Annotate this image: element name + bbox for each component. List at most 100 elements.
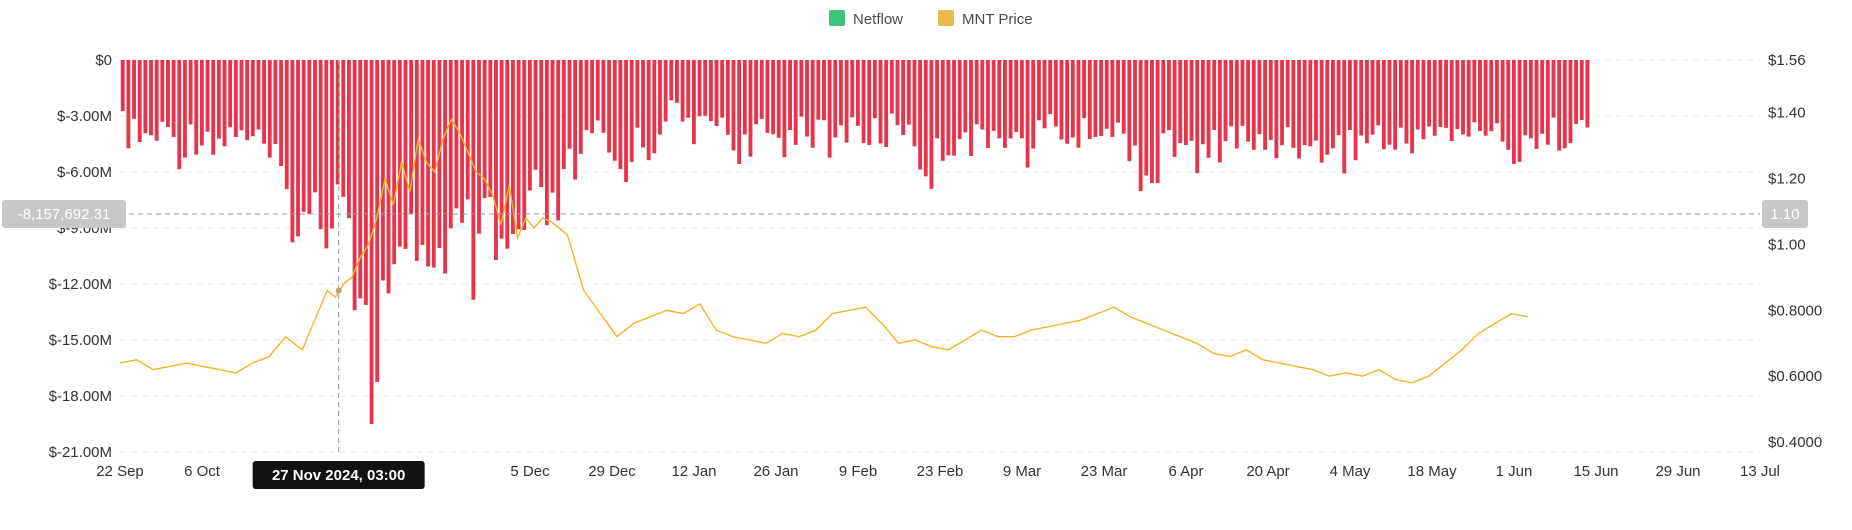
netflow-bar (782, 60, 787, 158)
legend-item-mnt-price[interactable]: MNT Price (938, 10, 1033, 28)
netflow-bar (448, 60, 453, 229)
netflow-bar (788, 60, 792, 131)
crosshair-netflow-label-box (2, 200, 126, 228)
netflow-bar (731, 60, 736, 151)
netflow-bar (839, 60, 843, 126)
netflow-bar (137, 60, 142, 142)
netflow-bar (1511, 60, 1516, 164)
netflow-bar (1212, 60, 1217, 130)
x-axis-tick-label: 5 Dec (510, 463, 550, 480)
x-axis-tick-label: 1 Jun (1496, 463, 1533, 480)
netflow-bar (759, 60, 764, 119)
x-axis-tick-label: 13 Jul (1740, 463, 1780, 480)
netflow-bar (1585, 60, 1590, 128)
netflow-bar (505, 60, 510, 249)
netflow-bar (629, 60, 634, 162)
netflow-bar (267, 60, 272, 158)
netflow-bar (544, 60, 549, 226)
netflow-bar (1478, 60, 1482, 131)
netflow-bar (1274, 60, 1279, 159)
netflow-bar (318, 60, 323, 230)
netflow-bar (1534, 60, 1539, 149)
netflow-bar (222, 60, 227, 147)
netflow-bar (160, 60, 165, 122)
netflow-bar (940, 60, 945, 161)
netflow-bar (301, 60, 306, 212)
netflow-bar (561, 60, 566, 170)
netflow-bar (1455, 60, 1460, 130)
netflow-bar (799, 60, 804, 117)
netflow-bar (567, 60, 572, 149)
netflow-bar (1133, 60, 1137, 146)
netflow-bar (120, 60, 125, 112)
netflow-bar (454, 60, 459, 209)
netflow-bar (816, 60, 821, 120)
right-axis-tick-label: $0.6000 (1768, 368, 1822, 385)
netflow-bar (1019, 60, 1024, 139)
netflow-bar (499, 60, 504, 239)
netflow-bar (607, 60, 611, 153)
netflow-bar (584, 60, 589, 131)
netflow-bar (675, 60, 679, 103)
netflow-bar (1178, 60, 1183, 144)
netflow-bar (1099, 60, 1103, 136)
right-axis-tick-label: $1.40 (1768, 105, 1806, 122)
netflow-bar (1240, 60, 1245, 126)
netflow-bar (188, 60, 193, 125)
netflow-bar (1540, 60, 1545, 134)
netflow-bar (855, 60, 860, 126)
right-axis-tick-label: $0.4000 (1768, 434, 1822, 451)
netflow-bar (742, 60, 747, 135)
netflow-bar (1116, 60, 1120, 123)
netflow-bar (901, 60, 906, 135)
legend-item-netflow[interactable]: Netflow (829, 10, 903, 28)
netflow-bar (199, 60, 204, 146)
netflow-bar (1104, 60, 1109, 129)
netflow-bar (635, 60, 640, 128)
netflow-bar (601, 60, 606, 133)
netflow-bar (737, 60, 742, 164)
netflow-bar (375, 60, 380, 382)
netflow-bar (935, 60, 939, 139)
netflow-bar (918, 60, 923, 170)
netflow-bar (1110, 60, 1115, 137)
x-axis-tick-label: 29 Jun (1655, 463, 1700, 480)
crosshair-date-label-box (252, 461, 425, 489)
netflow-bar (380, 60, 385, 281)
x-axis-tick-label: 23 Feb (917, 463, 964, 480)
netflow-bar (149, 60, 153, 136)
netflow-bar (754, 60, 759, 125)
netflow-bar (612, 60, 617, 161)
netflow-bar (641, 60, 645, 148)
netflow-bar (1331, 60, 1335, 149)
netflow-bar (1200, 60, 1205, 145)
netflow-bar (233, 60, 238, 137)
netflow-bar (245, 60, 250, 141)
netflow-bar (595, 60, 600, 121)
netflow-bar (1048, 60, 1053, 115)
netflow-bar (663, 60, 668, 122)
netflow-bar (363, 60, 368, 305)
netflow-bar (1285, 60, 1290, 128)
netflow-bar (1421, 60, 1426, 140)
netflow-bar (330, 60, 334, 229)
netflow-bar (1336, 60, 1341, 136)
netflow-bar (844, 60, 849, 143)
netflow-bar (1551, 60, 1556, 118)
netflow-bar (279, 60, 283, 167)
x-axis-tick-label: 6 Apr (1168, 463, 1203, 480)
netflow-bar (1325, 60, 1330, 155)
x-axis-tick-label: 12 Jan (671, 463, 716, 480)
x-axis-tick-label: 18 May (1407, 463, 1457, 480)
netflow-bar (533, 60, 538, 170)
netflow-bar (1257, 60, 1262, 135)
netflow-bar (1297, 60, 1301, 159)
netflow-bar (284, 60, 289, 190)
netflow-bar (680, 60, 685, 122)
x-axis-tick-label: 6 Oct (184, 463, 221, 480)
netflow-bar (957, 60, 962, 140)
netflow-bar (1461, 60, 1465, 135)
netflow-bar (1466, 60, 1471, 137)
netflow-bar (590, 60, 595, 134)
